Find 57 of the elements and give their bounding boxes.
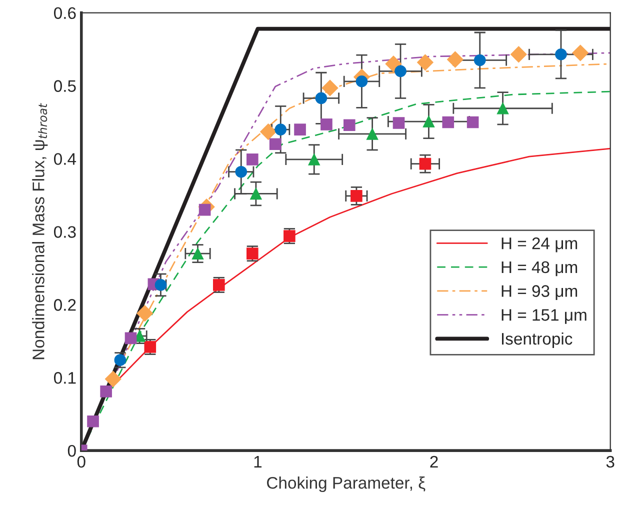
point	[466, 116, 479, 128]
legend-label: Isentropic	[502, 332, 572, 348]
point	[572, 44, 589, 62]
point	[496, 102, 509, 114]
point	[308, 154, 320, 166]
point	[250, 188, 262, 200]
point	[136, 305, 154, 322]
point	[235, 166, 248, 178]
x-tick-label: 0	[77, 456, 86, 468]
y-tick-label: 0.2	[54, 299, 76, 311]
point	[87, 415, 99, 428]
legend-label: H = 151 μm	[502, 309, 586, 324]
x-tick-label: 1	[254, 456, 262, 468]
x-tick-label: 2	[430, 456, 438, 468]
point	[246, 154, 258, 166]
point	[269, 138, 282, 150]
y-tick-label: 0.1	[54, 372, 76, 384]
point	[284, 230, 296, 242]
point	[192, 248, 204, 260]
point	[446, 51, 464, 68]
point	[315, 92, 328, 104]
point	[114, 354, 126, 366]
point	[385, 56, 402, 72]
point	[555, 48, 567, 60]
y-axis-title: Nondimensional Mass Flux, ψ$_{throat}$	[32, 103, 48, 360]
point	[320, 118, 332, 130]
point	[419, 158, 432, 170]
point	[366, 128, 378, 140]
point	[392, 117, 405, 129]
point	[213, 279, 225, 291]
y-tick-label: 0.3	[54, 226, 76, 238]
point	[100, 386, 112, 398]
point	[394, 65, 406, 78]
legend-label: H = 48 μm	[502, 261, 578, 276]
y-tick-label: 0.4	[54, 153, 76, 165]
point	[104, 370, 122, 388]
legend-label: H = 24 μm	[502, 237, 578, 252]
point	[474, 54, 486, 66]
point	[417, 54, 434, 71]
point	[322, 80, 338, 96]
point	[260, 124, 276, 140]
point	[510, 46, 527, 63]
y-tick-label: 0.5	[54, 80, 76, 92]
point	[246, 248, 258, 260]
point	[144, 341, 156, 353]
x-axis-title: Choking Parameter, ξ	[267, 476, 426, 492]
point	[343, 119, 356, 132]
point	[442, 116, 454, 128]
point	[294, 124, 306, 136]
y-tick-label: 0	[68, 444, 76, 457]
x-tick-label: 3	[606, 456, 614, 468]
y-tick-label: 0.6	[54, 7, 76, 20]
point	[356, 75, 368, 88]
point	[274, 124, 287, 136]
point	[422, 116, 435, 128]
legend-label: H = 93 μm	[502, 285, 578, 300]
point	[350, 190, 362, 202]
